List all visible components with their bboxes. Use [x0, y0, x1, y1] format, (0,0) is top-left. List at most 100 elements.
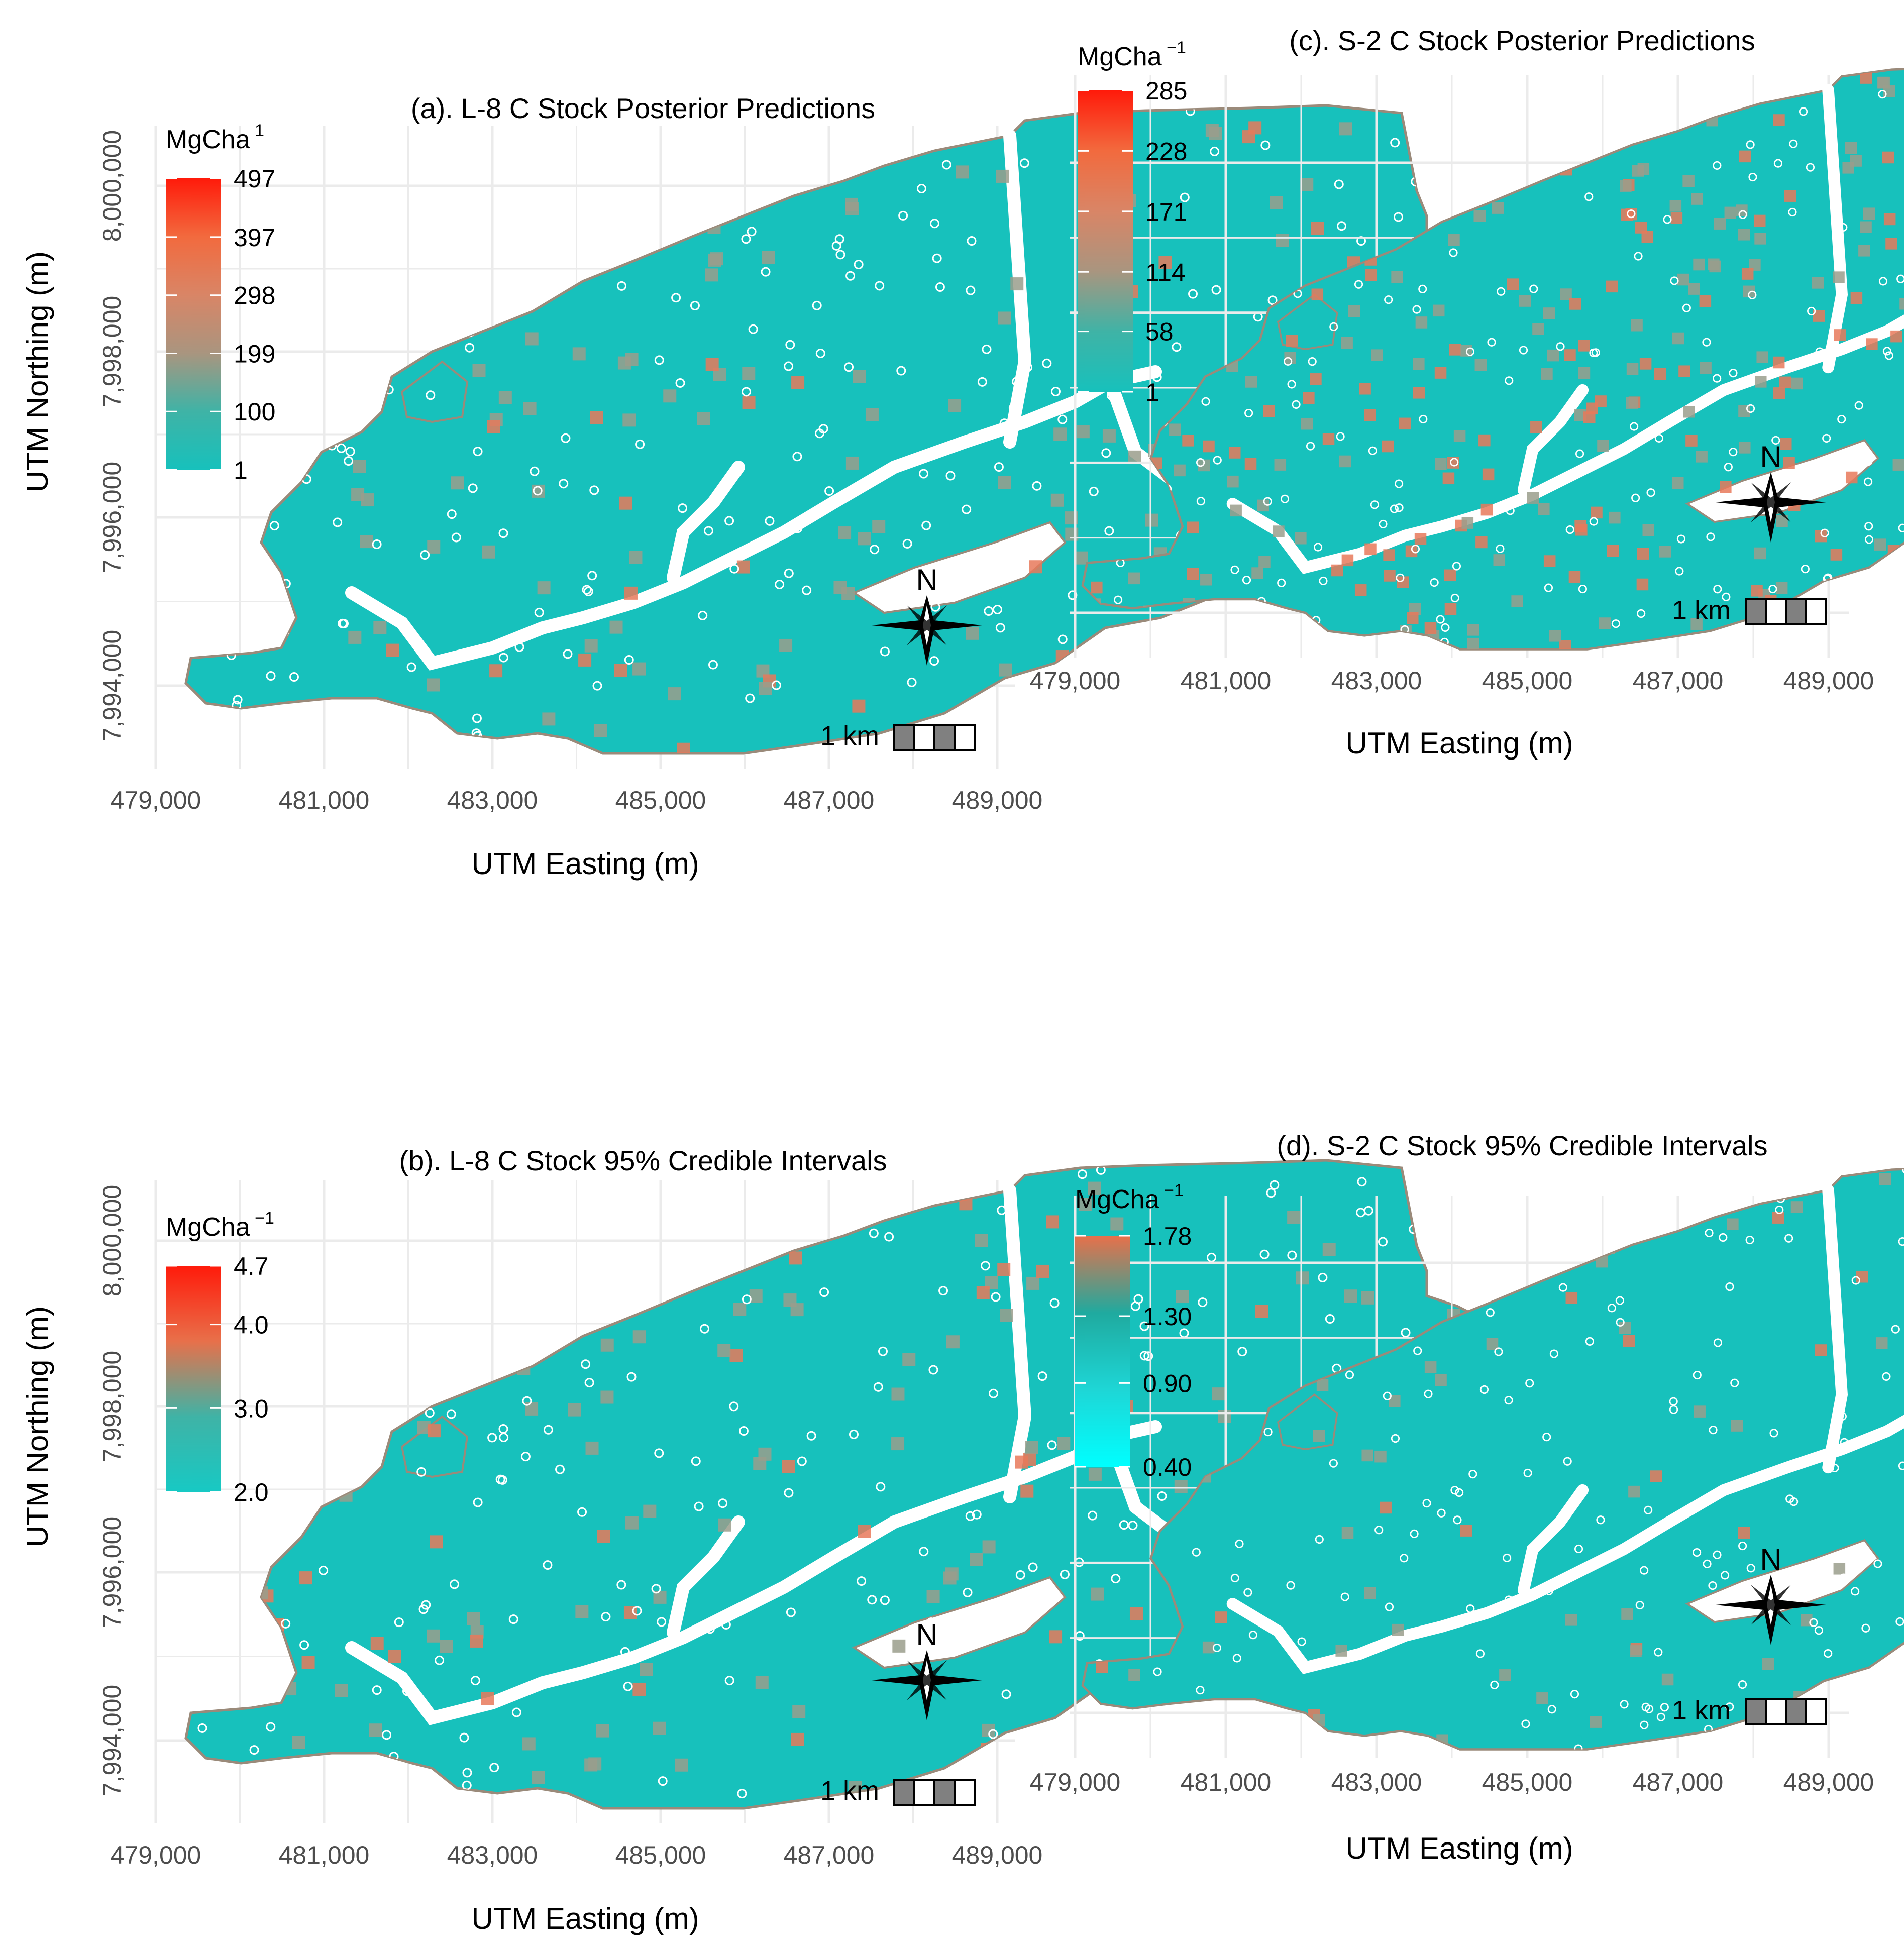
x-tick-label: 481,000 [279, 786, 370, 814]
sample-point [1570, 1216, 1580, 1225]
sample-point [1469, 168, 1479, 178]
sample-point [584, 1378, 594, 1388]
north-arrow: N [1716, 1543, 1826, 1645]
sample-point [1801, 565, 1810, 574]
sample-point [1756, 73, 1765, 82]
raster-cell [1772, 1212, 1784, 1224]
sample-point [281, 1618, 291, 1629]
raster-cell [335, 1684, 348, 1697]
raster-cell [858, 532, 871, 546]
sample-point [993, 1620, 1003, 1630]
sample-point [259, 1660, 269, 1670]
sample-point [1582, 1222, 1591, 1231]
raster-cell [1790, 1201, 1803, 1213]
raster-cell [1102, 429, 1116, 443]
raster-cell [867, 151, 880, 164]
sample-point [657, 1640, 667, 1650]
raster-cell [1607, 545, 1619, 557]
sample-point [530, 466, 540, 476]
sample-point [694, 1501, 704, 1511]
raster-cell [1088, 1181, 1101, 1195]
raster-cell [1435, 458, 1447, 470]
raster-cell [1415, 316, 1428, 329]
raster-cell [1405, 545, 1418, 558]
sample-point [1641, 1702, 1650, 1712]
sample-point [561, 433, 571, 443]
raster-cell [1830, 549, 1843, 561]
raster-cell [1096, 1661, 1108, 1673]
sample-point [1119, 1520, 1129, 1530]
sample-point [786, 1607, 796, 1617]
sample-point [972, 1509, 982, 1520]
sample-point [966, 285, 976, 295]
raster-cell [1549, 630, 1561, 642]
raster-cell [1597, 440, 1609, 452]
raster-cell [1815, 1344, 1827, 1356]
compass-diagonal-icon [1751, 1585, 1791, 1625]
sample-point [222, 1185, 232, 1195]
sample-point [654, 1448, 664, 1458]
sample-point [1213, 456, 1222, 465]
sample-point [1406, 1166, 1415, 1175]
sample-point [462, 1768, 472, 1778]
lake [1685, 1539, 1880, 1623]
raster-cell [245, 1434, 259, 1448]
raster-cell [852, 699, 866, 713]
sample-point [416, 1467, 427, 1477]
channel-gap [345, 1551, 840, 1725]
raster-cell [762, 251, 775, 264]
raster-cell [1536, 1692, 1548, 1704]
sample-point [1486, 1182, 1495, 1191]
raster-cell [1374, 1450, 1387, 1463]
sample-point [559, 479, 569, 489]
raster-cell [1723, 646, 1735, 649]
raster-cell [1255, 1305, 1268, 1318]
raster-cell [1457, 121, 1470, 133]
sample-point [418, 1604, 429, 1614]
raster-cell [1693, 258, 1705, 271]
sample-point [1490, 1680, 1499, 1689]
y-axis-title: UTM Northing (m) [21, 251, 54, 492]
sample-point [834, 234, 844, 244]
raster-cell [597, 1530, 610, 1543]
sample-point [1723, 93, 1733, 102]
raster-cell [945, 1567, 959, 1581]
raster-cell [600, 1338, 614, 1352]
raster-cell [1890, 330, 1902, 343]
sample-point [1057, 414, 1068, 424]
sample-point [543, 1425, 553, 1435]
sample-point [854, 1202, 864, 1212]
sample-point [1475, 1649, 1485, 1658]
sample-point [1390, 138, 1400, 148]
north-label: N [1760, 440, 1781, 474]
raster-cell [774, 160, 788, 173]
sample-point [1789, 1497, 1799, 1506]
raster-cell [1590, 1716, 1602, 1728]
sample-point [287, 1784, 297, 1794]
sample-point [571, 1183, 581, 1193]
raster-cell [1595, 395, 1607, 407]
sample-point [806, 511, 816, 521]
sample-point [745, 693, 755, 703]
sample-point [1864, 535, 1874, 544]
raster-cell [1812, 277, 1824, 289]
sample-point [1132, 651, 1142, 661]
sample-point [988, 1729, 998, 1739]
sample-point [1015, 1570, 1025, 1580]
sample-point [1556, 342, 1565, 351]
sample-point [470, 1676, 480, 1686]
scale-bar-segment [913, 1779, 935, 1806]
color-legend: MgCha −1 1.78 1.30 0.90 0.40 [1075, 1181, 1192, 1481]
sample-point [601, 1612, 611, 1622]
sample-point [197, 1586, 207, 1596]
sample-point [355, 593, 365, 603]
raster-cell [1348, 305, 1360, 317]
panel-title: (a). L-8 C Stock Posterior Predictions [411, 92, 875, 124]
sample-point [1012, 377, 1022, 387]
sample-point [1746, 1564, 1755, 1573]
sample-point [720, 210, 730, 221]
sample-point [1819, 70, 1828, 79]
sample-point [1418, 284, 1427, 293]
x-tick-label: 489,000 [1783, 667, 1874, 695]
raster-cell [623, 1218, 637, 1231]
